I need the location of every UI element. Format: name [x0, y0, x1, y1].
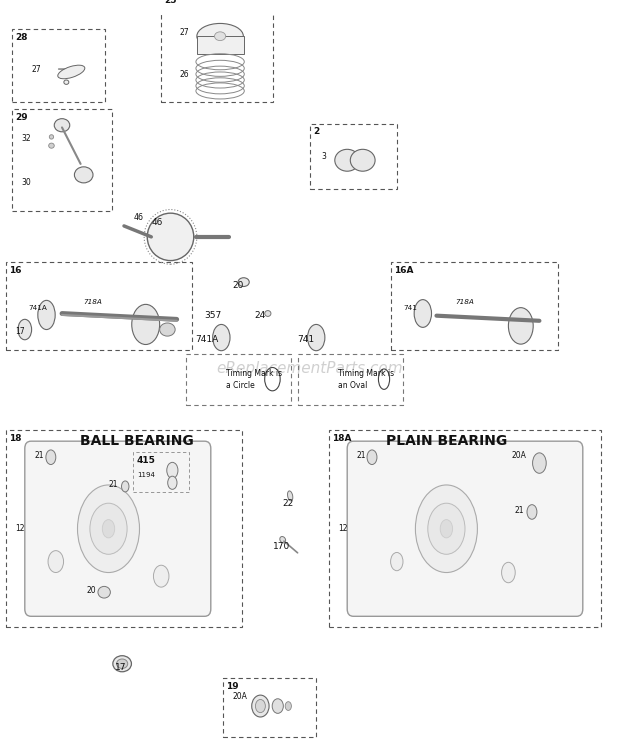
Ellipse shape: [46, 450, 56, 464]
Text: 18: 18: [9, 434, 22, 443]
Ellipse shape: [74, 167, 93, 183]
Ellipse shape: [308, 324, 325, 350]
Text: 170: 170: [273, 542, 290, 551]
Ellipse shape: [527, 504, 537, 519]
Ellipse shape: [55, 118, 69, 132]
Ellipse shape: [272, 699, 283, 713]
Ellipse shape: [415, 485, 477, 573]
Ellipse shape: [502, 562, 515, 583]
Ellipse shape: [414, 300, 432, 327]
Ellipse shape: [350, 150, 375, 171]
Ellipse shape: [335, 150, 360, 171]
Ellipse shape: [78, 485, 140, 573]
Text: 741: 741: [403, 304, 417, 311]
Ellipse shape: [131, 304, 159, 344]
Text: 741A: 741A: [28, 304, 46, 311]
Ellipse shape: [154, 565, 169, 587]
Text: 20A: 20A: [232, 692, 247, 701]
Text: 46: 46: [152, 218, 163, 227]
Ellipse shape: [255, 699, 265, 713]
Text: 741A: 741A: [195, 335, 219, 344]
FancyBboxPatch shape: [25, 441, 211, 616]
Ellipse shape: [391, 553, 403, 571]
Ellipse shape: [167, 476, 177, 490]
Ellipse shape: [48, 551, 64, 573]
Ellipse shape: [440, 519, 453, 538]
Text: 718A: 718A: [456, 299, 474, 305]
Text: 32: 32: [22, 134, 32, 143]
Text: 21: 21: [356, 452, 366, 461]
Ellipse shape: [197, 24, 244, 49]
Ellipse shape: [117, 659, 128, 668]
Ellipse shape: [38, 301, 55, 330]
Text: 21: 21: [34, 452, 43, 461]
Ellipse shape: [508, 308, 533, 344]
Text: 25: 25: [164, 0, 177, 5]
Text: 21: 21: [108, 481, 118, 490]
Ellipse shape: [252, 695, 269, 717]
Text: 30: 30: [22, 178, 32, 187]
Text: 16: 16: [9, 266, 22, 275]
Text: 17: 17: [115, 663, 126, 672]
Ellipse shape: [238, 278, 249, 286]
Text: 20A: 20A: [512, 452, 526, 461]
Text: 22: 22: [282, 498, 293, 507]
Ellipse shape: [265, 310, 271, 316]
Text: 718A: 718A: [84, 299, 102, 305]
Text: 27: 27: [31, 65, 41, 74]
Text: 29: 29: [16, 113, 28, 122]
Ellipse shape: [58, 65, 85, 79]
Text: 16A: 16A: [394, 266, 413, 275]
Text: 741: 741: [298, 335, 315, 344]
Text: 415: 415: [136, 456, 155, 465]
Ellipse shape: [288, 491, 293, 501]
Ellipse shape: [148, 214, 193, 260]
Text: 3: 3: [322, 152, 327, 161]
Ellipse shape: [48, 143, 55, 148]
Text: 12: 12: [338, 525, 347, 533]
Ellipse shape: [64, 80, 69, 84]
Ellipse shape: [167, 462, 178, 478]
Text: 28: 28: [16, 33, 28, 42]
Ellipse shape: [49, 135, 54, 139]
Text: 12: 12: [16, 525, 25, 533]
Bar: [197, 36, 244, 54]
Ellipse shape: [215, 32, 226, 41]
Text: 18A: 18A: [332, 434, 351, 443]
Ellipse shape: [367, 450, 377, 464]
Text: 24: 24: [254, 311, 265, 320]
Text: 20: 20: [87, 586, 97, 595]
Ellipse shape: [533, 453, 546, 473]
Text: 1194: 1194: [138, 472, 156, 478]
Text: eReplacementParts.com: eReplacementParts.com: [216, 361, 404, 376]
Ellipse shape: [18, 319, 32, 340]
Ellipse shape: [113, 655, 131, 672]
Ellipse shape: [122, 481, 129, 492]
Ellipse shape: [280, 536, 286, 543]
Ellipse shape: [428, 503, 465, 554]
Ellipse shape: [98, 586, 110, 598]
Text: 357: 357: [205, 311, 222, 320]
Ellipse shape: [160, 323, 175, 336]
Text: 17: 17: [16, 327, 25, 336]
Text: 27: 27: [180, 28, 190, 37]
Text: Timing Mark is
an Oval: Timing Mark is an Oval: [338, 369, 394, 390]
Text: Timing Mark is
a Circle: Timing Mark is a Circle: [226, 369, 282, 390]
Text: BALL BEARING: BALL BEARING: [79, 434, 193, 449]
Ellipse shape: [213, 324, 230, 350]
Ellipse shape: [285, 702, 291, 711]
Text: 46: 46: [133, 213, 143, 222]
Text: 2: 2: [313, 127, 319, 136]
Text: 21: 21: [515, 506, 524, 515]
Text: 20: 20: [232, 281, 244, 290]
Text: PLAIN BEARING: PLAIN BEARING: [386, 434, 507, 449]
Ellipse shape: [102, 519, 115, 538]
Text: 26: 26: [180, 70, 190, 79]
Ellipse shape: [90, 503, 127, 554]
FancyBboxPatch shape: [347, 441, 583, 616]
Text: 19: 19: [226, 682, 239, 691]
